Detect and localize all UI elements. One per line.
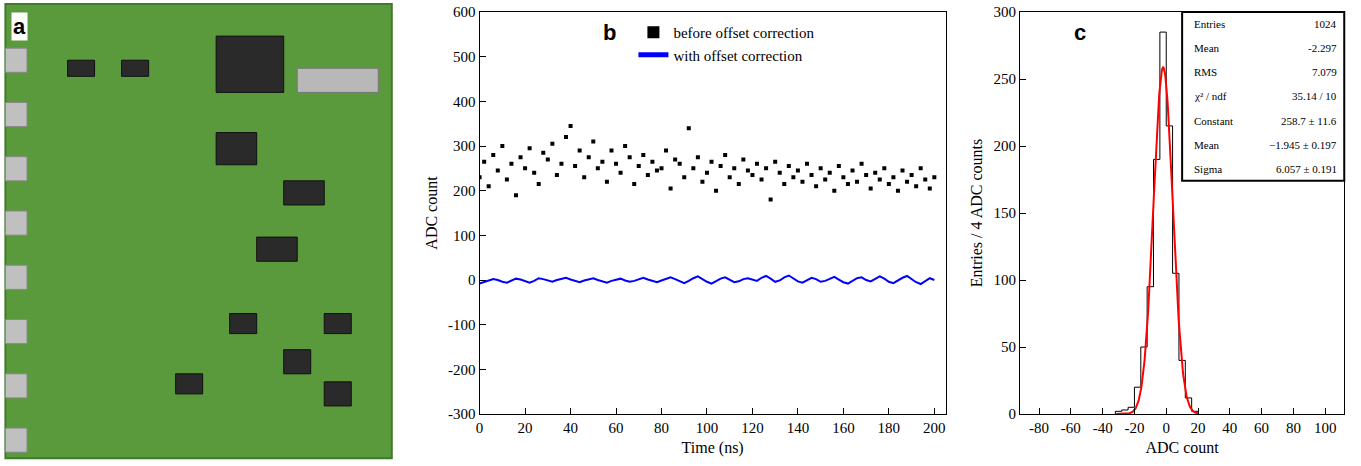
svg-text:200: 200 [923,420,946,436]
svg-text:250: 250 [994,71,1017,87]
svg-text:600: 600 [453,4,476,20]
svg-text:160: 160 [832,420,855,436]
svg-text:before offset correction: before offset correction [673,25,814,41]
svg-text:-20: -20 [1124,420,1144,436]
svg-text:80: 80 [654,420,669,436]
svg-text:140: 140 [787,420,810,436]
svg-text:80: 80 [1286,420,1301,436]
svg-text:−1.945 ± 0.197: −1.945 ± 0.197 [1269,139,1337,151]
svg-text:Mean: Mean [1194,42,1220,54]
svg-text:258.7 ± 11.6: 258.7 ± 11.6 [1281,115,1337,127]
svg-text:180: 180 [878,420,901,436]
svg-text:Constant: Constant [1194,115,1233,127]
svg-text:60: 60 [609,420,624,436]
svg-text:300: 300 [994,4,1017,20]
svg-text:-80: -80 [1029,420,1049,436]
svg-text:100: 100 [453,228,476,244]
svg-text:0: 0 [476,420,484,436]
svg-text:ADC count: ADC count [423,176,440,250]
svg-text:7.079: 7.079 [1312,66,1337,78]
svg-text:150: 150 [994,205,1017,221]
svg-text:a: a [13,14,26,39]
svg-text:-40: -40 [1093,420,1113,436]
svg-text:200: 200 [453,183,476,199]
svg-text:with offset correction: with offset correction [673,48,802,64]
svg-text:500: 500 [453,49,476,65]
svg-text:c: c [1074,20,1086,45]
svg-text:200: 200 [994,138,1017,154]
svg-text:300: 300 [453,138,476,154]
svg-text:Entries: Entries [1194,18,1225,30]
svg-text:400: 400 [453,94,476,110]
svg-text:b: b [603,20,616,45]
svg-text:40: 40 [563,420,578,436]
svg-text:120: 120 [741,420,764,436]
svg-text:35.14 / 10: 35.14 / 10 [1292,90,1337,102]
svg-text:-200: -200 [448,362,476,378]
svg-text:100: 100 [696,420,719,436]
svg-text:Sigma: Sigma [1194,163,1222,175]
svg-text:0: 0 [1162,420,1170,436]
svg-text:0: 0 [1009,406,1017,422]
svg-text:6.057 ± 0.191: 6.057 ± 0.191 [1276,163,1337,175]
svg-text:100: 100 [1314,420,1337,436]
svg-text:50: 50 [1001,339,1016,355]
svg-text:-60: -60 [1061,420,1081,436]
svg-text:20: 20 [1191,420,1206,436]
svg-text:100: 100 [994,272,1017,288]
svg-text:Entries / 4 ADC counts: Entries / 4 ADC counts [968,139,985,287]
svg-text:Mean: Mean [1194,139,1220,151]
svg-text:60: 60 [1254,420,1269,436]
svg-text:ADC count: ADC count [1145,439,1219,456]
svg-text:1024: 1024 [1314,18,1337,30]
svg-text:χ² / ndf: χ² / ndf [1194,90,1227,102]
svg-text:-2.297: -2.297 [1308,42,1337,54]
svg-text:0: 0 [468,272,476,288]
svg-text:RMS: RMS [1194,66,1217,78]
svg-text:Time (ns): Time (ns) [682,439,744,457]
svg-text:20: 20 [518,420,533,436]
svg-text:40: 40 [1222,420,1237,436]
svg-text:-100: -100 [448,317,476,333]
svg-text:-300: -300 [448,406,476,422]
